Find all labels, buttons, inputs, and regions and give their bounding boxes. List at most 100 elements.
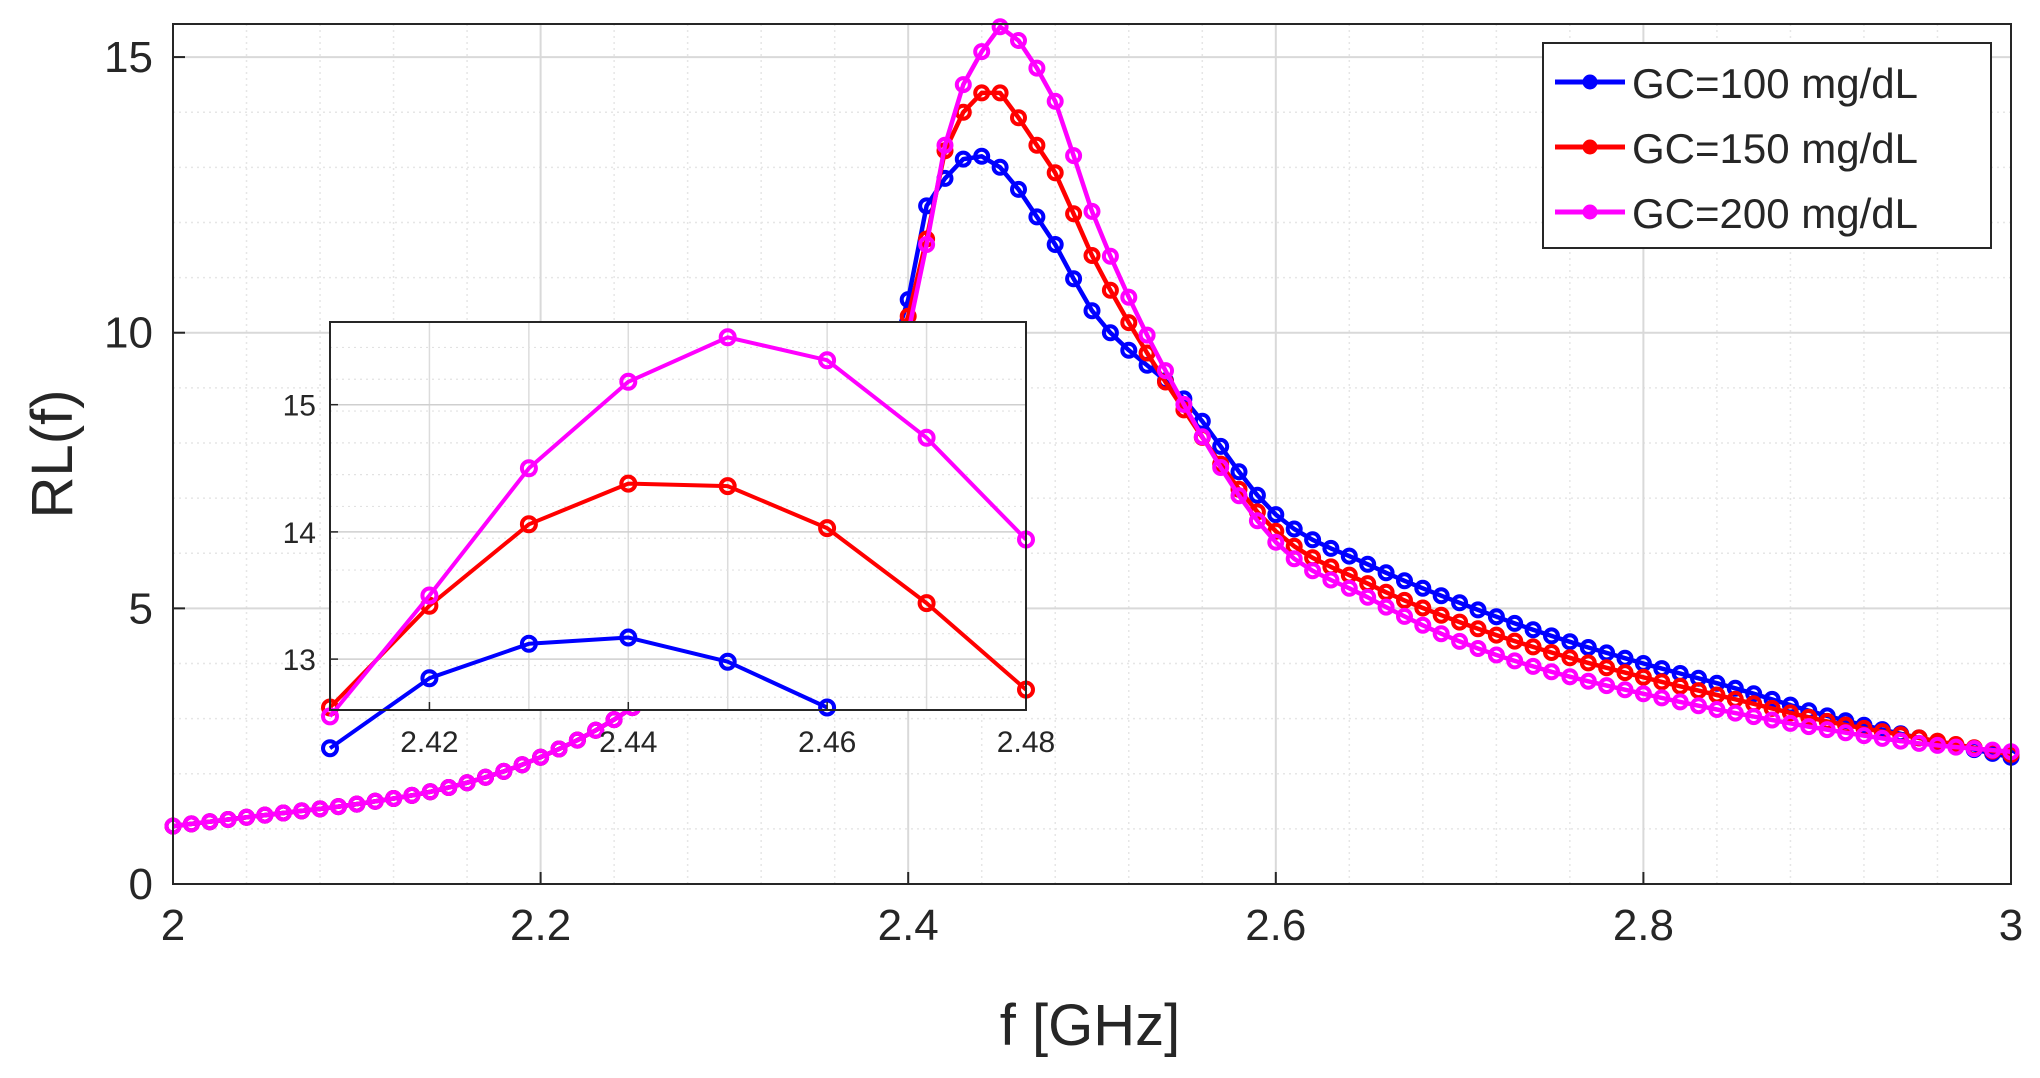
data-point [954,76,972,94]
data-point [936,136,954,154]
inset-data-point [718,328,737,347]
x-tick-label: 2.4 [878,901,939,950]
inset-y-tick-label: 14 [283,517,316,550]
data-point [954,150,972,168]
legend-label: GC=150 mg/dL [1632,125,1918,172]
x-axis-label: f [GHz] [1000,993,1180,1058]
data-point [1101,281,1119,299]
data-point [1267,533,1285,551]
data-point [1524,638,1542,656]
data-point [1653,689,1671,707]
x-tick-label: 2.6 [1245,901,1306,950]
inset-data-point [519,515,538,534]
data-point [1101,247,1119,265]
data-point [385,790,403,807]
inset-x-tick-label: 2.46 [798,726,856,759]
data-point [918,236,936,253]
legend-swatch-marker [1582,204,1598,220]
data-point [348,795,366,813]
data-point [1506,614,1524,632]
data-point [1193,428,1211,446]
data-point [1028,136,1046,154]
data-point [1487,626,1505,644]
data-point [182,815,200,833]
data-point [1432,587,1450,605]
data-point [1487,646,1505,664]
data-point [1083,202,1101,220]
data-point [1120,314,1138,332]
data-point [1322,539,1340,557]
inset-data-point [619,474,638,493]
data-point [1046,92,1064,110]
x-axis-ticks: 2 2.2 2.4 2.6 2.8 3 [161,872,2023,950]
data-point [1396,591,1413,609]
data-point [1561,668,1579,686]
x-tick-label: 2 [161,901,185,950]
data-point [1359,588,1377,606]
legend: GC=100 mg/dL GC=150 mg/dL GC=200 mg/dL [1542,42,1992,249]
data-point [1598,659,1616,677]
data-point [1267,506,1285,524]
data-point [1451,632,1469,650]
data-point [973,147,991,165]
inset-data-point [619,628,638,647]
legend-swatch-marker [1582,139,1598,155]
data-point [1579,639,1597,656]
inset-data-point [917,594,936,613]
inset-y-tick-label: 15 [283,390,316,423]
data-point [1800,718,1818,736]
data-point [421,783,439,801]
y-tick-label: 10 [104,309,153,358]
legend-item: GC=200 mg/dL [1555,190,1918,237]
inset-x-axis-ticks: 2.42 2.44 2.46 2.48 [400,702,1055,759]
data-point [1010,180,1027,198]
legend-item: GC=150 mg/dL [1555,125,1918,172]
data-point [1230,463,1248,481]
plot-area-frame [172,23,2012,885]
data-point [1726,704,1744,722]
data-point [1120,288,1138,306]
inset-background [330,322,1026,710]
data-point [1046,164,1064,182]
data-point [219,811,237,828]
inset-data-point [917,428,936,447]
inset-chart: 2.42 2.44 2.46 2.48 13 14 15 [283,321,1055,759]
data-point [1322,571,1340,589]
data-point [1396,572,1413,590]
data-point [1377,564,1395,582]
data-point [1414,599,1432,617]
data-point [1120,341,1138,359]
data-point [1579,654,1597,672]
data-point [1690,697,1707,715]
data-point [293,802,311,820]
data-point [1377,598,1395,616]
data-point [1487,608,1505,626]
data-point [1543,663,1560,681]
data-point [1248,486,1266,504]
data-point [1285,550,1303,568]
data-point [1910,734,1928,752]
data-point [1101,324,1119,342]
inset-y-tick-label: 13 [283,644,316,677]
data-point [1598,677,1616,695]
data-point [1745,708,1763,726]
data-point [1083,247,1101,264]
y-tick-label: 5 [129,584,153,633]
data-point [1579,672,1597,690]
data-point [1432,606,1450,624]
data-point [1285,520,1303,538]
data-point [274,804,292,822]
data-point [1745,685,1763,703]
legend-label: GC=100 mg/dL [1632,60,1918,107]
inset-data-series [321,474,1035,717]
data-point [1671,677,1689,695]
inset-x-tick-label: 2.44 [599,726,657,759]
inset-frame [329,321,1027,711]
data-point [1653,673,1671,691]
data-point [1157,362,1174,380]
inset-data-series [321,328,1035,726]
data-point [1984,741,2002,759]
data-point [1892,732,1910,750]
data-point [1028,59,1046,77]
data-point [403,786,421,804]
